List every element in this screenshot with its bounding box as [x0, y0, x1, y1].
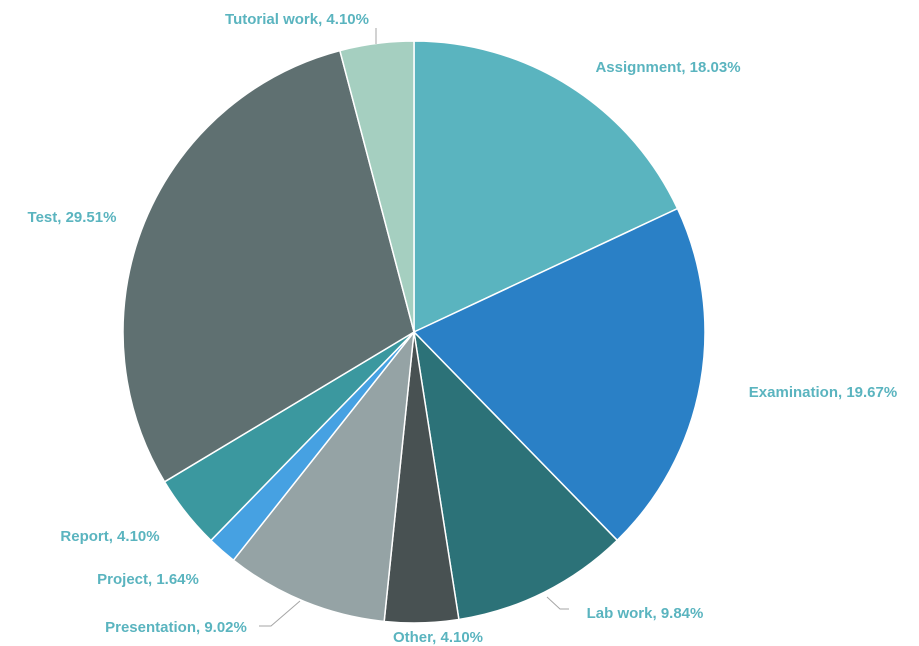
- data-label-presentation: Presentation, 9.02%: [105, 619, 247, 636]
- data-label-report: Report, 4.10%: [60, 528, 159, 545]
- data-label-assignment: Assignment, 18.03%: [595, 59, 740, 76]
- leader-line-presentation: [259, 600, 301, 627]
- data-label-test: Test, 29.51%: [28, 209, 117, 226]
- pie-slice-lab-work: [412, 329, 619, 621]
- data-label-lab-work: Lab work, 9.84%: [587, 605, 704, 622]
- data-label-other: Other, 4.10%: [393, 629, 483, 646]
- leader-line-lab-work: [546, 596, 569, 610]
- pie-slice-tutorial-work: [338, 40, 415, 333]
- pie-slice-test: [122, 49, 415, 483]
- pie-slices: [122, 40, 706, 624]
- data-labels: Assignment, 18.03% Examination, 19.67% Lab…: [28, 11, 898, 646]
- pie-slice-presentation: [232, 329, 416, 623]
- pie-slice-assignment: [413, 40, 679, 334]
- data-label-examination: Examination, 19.67%: [749, 384, 897, 401]
- pie-slice-examination: [412, 207, 706, 542]
- data-label-project: Project, 1.64%: [97, 571, 199, 588]
- data-label-tutorial-work: Tutorial work, 4.10%: [225, 11, 369, 28]
- leader-lines: [259, 28, 569, 627]
